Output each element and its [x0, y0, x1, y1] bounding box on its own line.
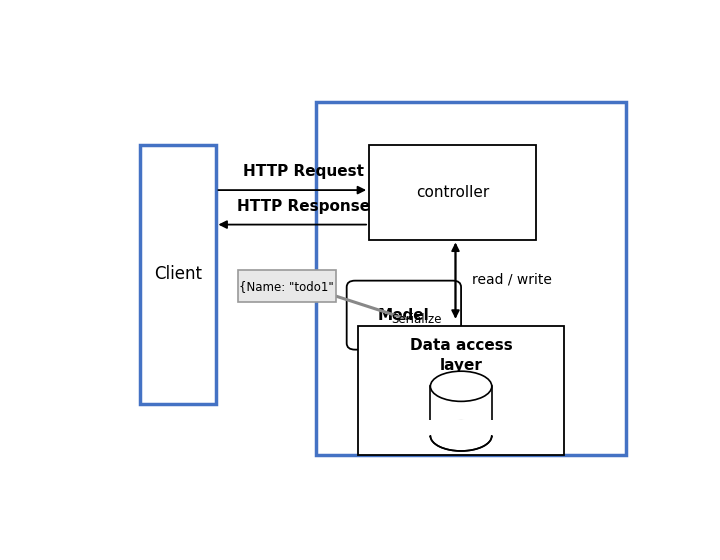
Bar [369, 145, 536, 240]
FancyBboxPatch shape [347, 281, 461, 349]
Text: Client: Client [154, 265, 202, 283]
Bar [358, 326, 564, 455]
Text: Serialize: Serialize [392, 313, 442, 326]
Text: HTTP Response: HTTP Response [237, 199, 370, 214]
Text: Model: Model [378, 307, 430, 323]
Bar [140, 145, 215, 404]
Bar [429, 420, 493, 436]
Text: {Name: "todo1": {Name: "todo1" [239, 279, 334, 292]
Bar [316, 102, 626, 455]
Ellipse shape [431, 371, 492, 402]
Bar [431, 386, 492, 436]
Text: Data access
layer: Data access layer [410, 338, 513, 372]
Text: read / write: read / write [472, 273, 552, 287]
Text: HTTP Request: HTTP Request [243, 164, 364, 179]
Text: controller: controller [416, 185, 490, 200]
Bar [238, 270, 336, 302]
Ellipse shape [431, 421, 492, 451]
